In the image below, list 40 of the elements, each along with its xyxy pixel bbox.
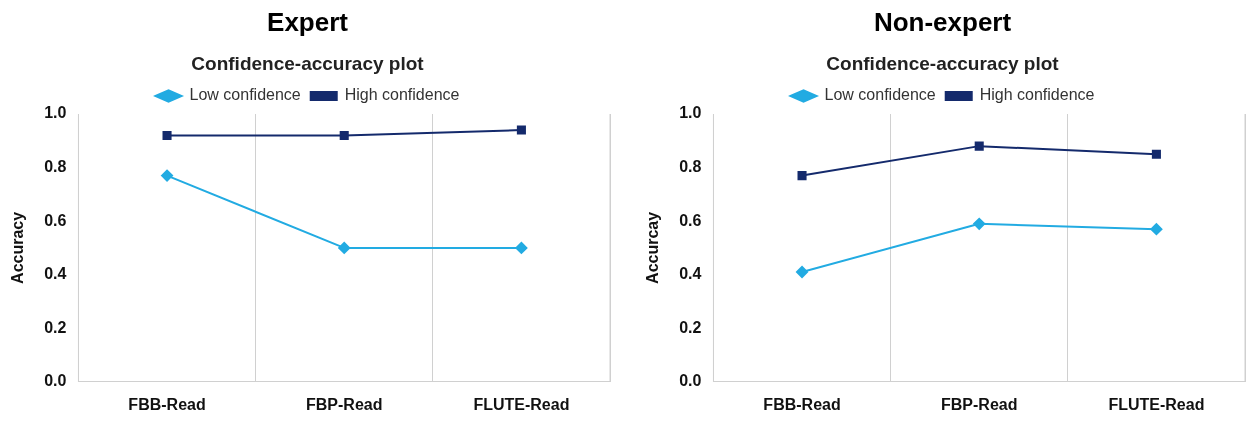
chart-subtitle: Confidence-accuracy plot: [191, 52, 425, 74]
y-tick-label: 0.8: [679, 157, 702, 175]
y-tick-label: 1.0: [44, 104, 67, 122]
y-axis-title: Accuracy: [9, 211, 27, 284]
point: [974, 141, 984, 151]
y-tick-label: 0.4: [679, 265, 702, 283]
x-tick-label: FLUTE-Read: [473, 395, 570, 413]
x-tick-label: FBB-Read: [763, 395, 841, 413]
point: [516, 125, 526, 135]
x-tick-label: FLUTE-Read: [1108, 395, 1205, 413]
y-tick-label: 0.2: [679, 318, 702, 336]
y-tick-label: 0.6: [679, 211, 702, 229]
y-tick-label: 1.0: [679, 104, 702, 122]
y-tick-label: 0.6: [44, 211, 67, 229]
x-tick-label: FBB-Read: [128, 395, 206, 413]
y-tick-label: 0.0: [44, 372, 67, 390]
legend-label: Low confidence: [189, 86, 301, 104]
point: [796, 266, 809, 278]
legend-label: High confidence: [344, 86, 460, 104]
point: [1151, 149, 1161, 159]
y-tick-label: 0.2: [44, 318, 67, 336]
point: [973, 217, 986, 230]
x-tick-label: FBP-Read: [305, 395, 383, 413]
point: [515, 241, 528, 254]
legend-label: Low confidence: [824, 86, 936, 104]
point: [797, 171, 807, 181]
chart-title: Expert: [267, 6, 349, 37]
chart-title: Non-expert: [873, 6, 1012, 37]
y-tick-label: 0.8: [44, 157, 67, 175]
y-tick-label: 0.4: [44, 265, 67, 283]
point: [161, 169, 174, 182]
point: [339, 130, 349, 140]
y-tick-label: 0.0: [679, 372, 702, 390]
point: [338, 241, 351, 254]
y-axis-title: Accurcay: [644, 211, 662, 284]
x-tick-label: FBP-Read: [940, 395, 1018, 413]
chart-subtitle: Confidence-accuracy plot: [826, 52, 1060, 74]
point: [162, 130, 172, 140]
point: [1150, 223, 1163, 236]
legend-label: High confidence: [979, 86, 1095, 104]
